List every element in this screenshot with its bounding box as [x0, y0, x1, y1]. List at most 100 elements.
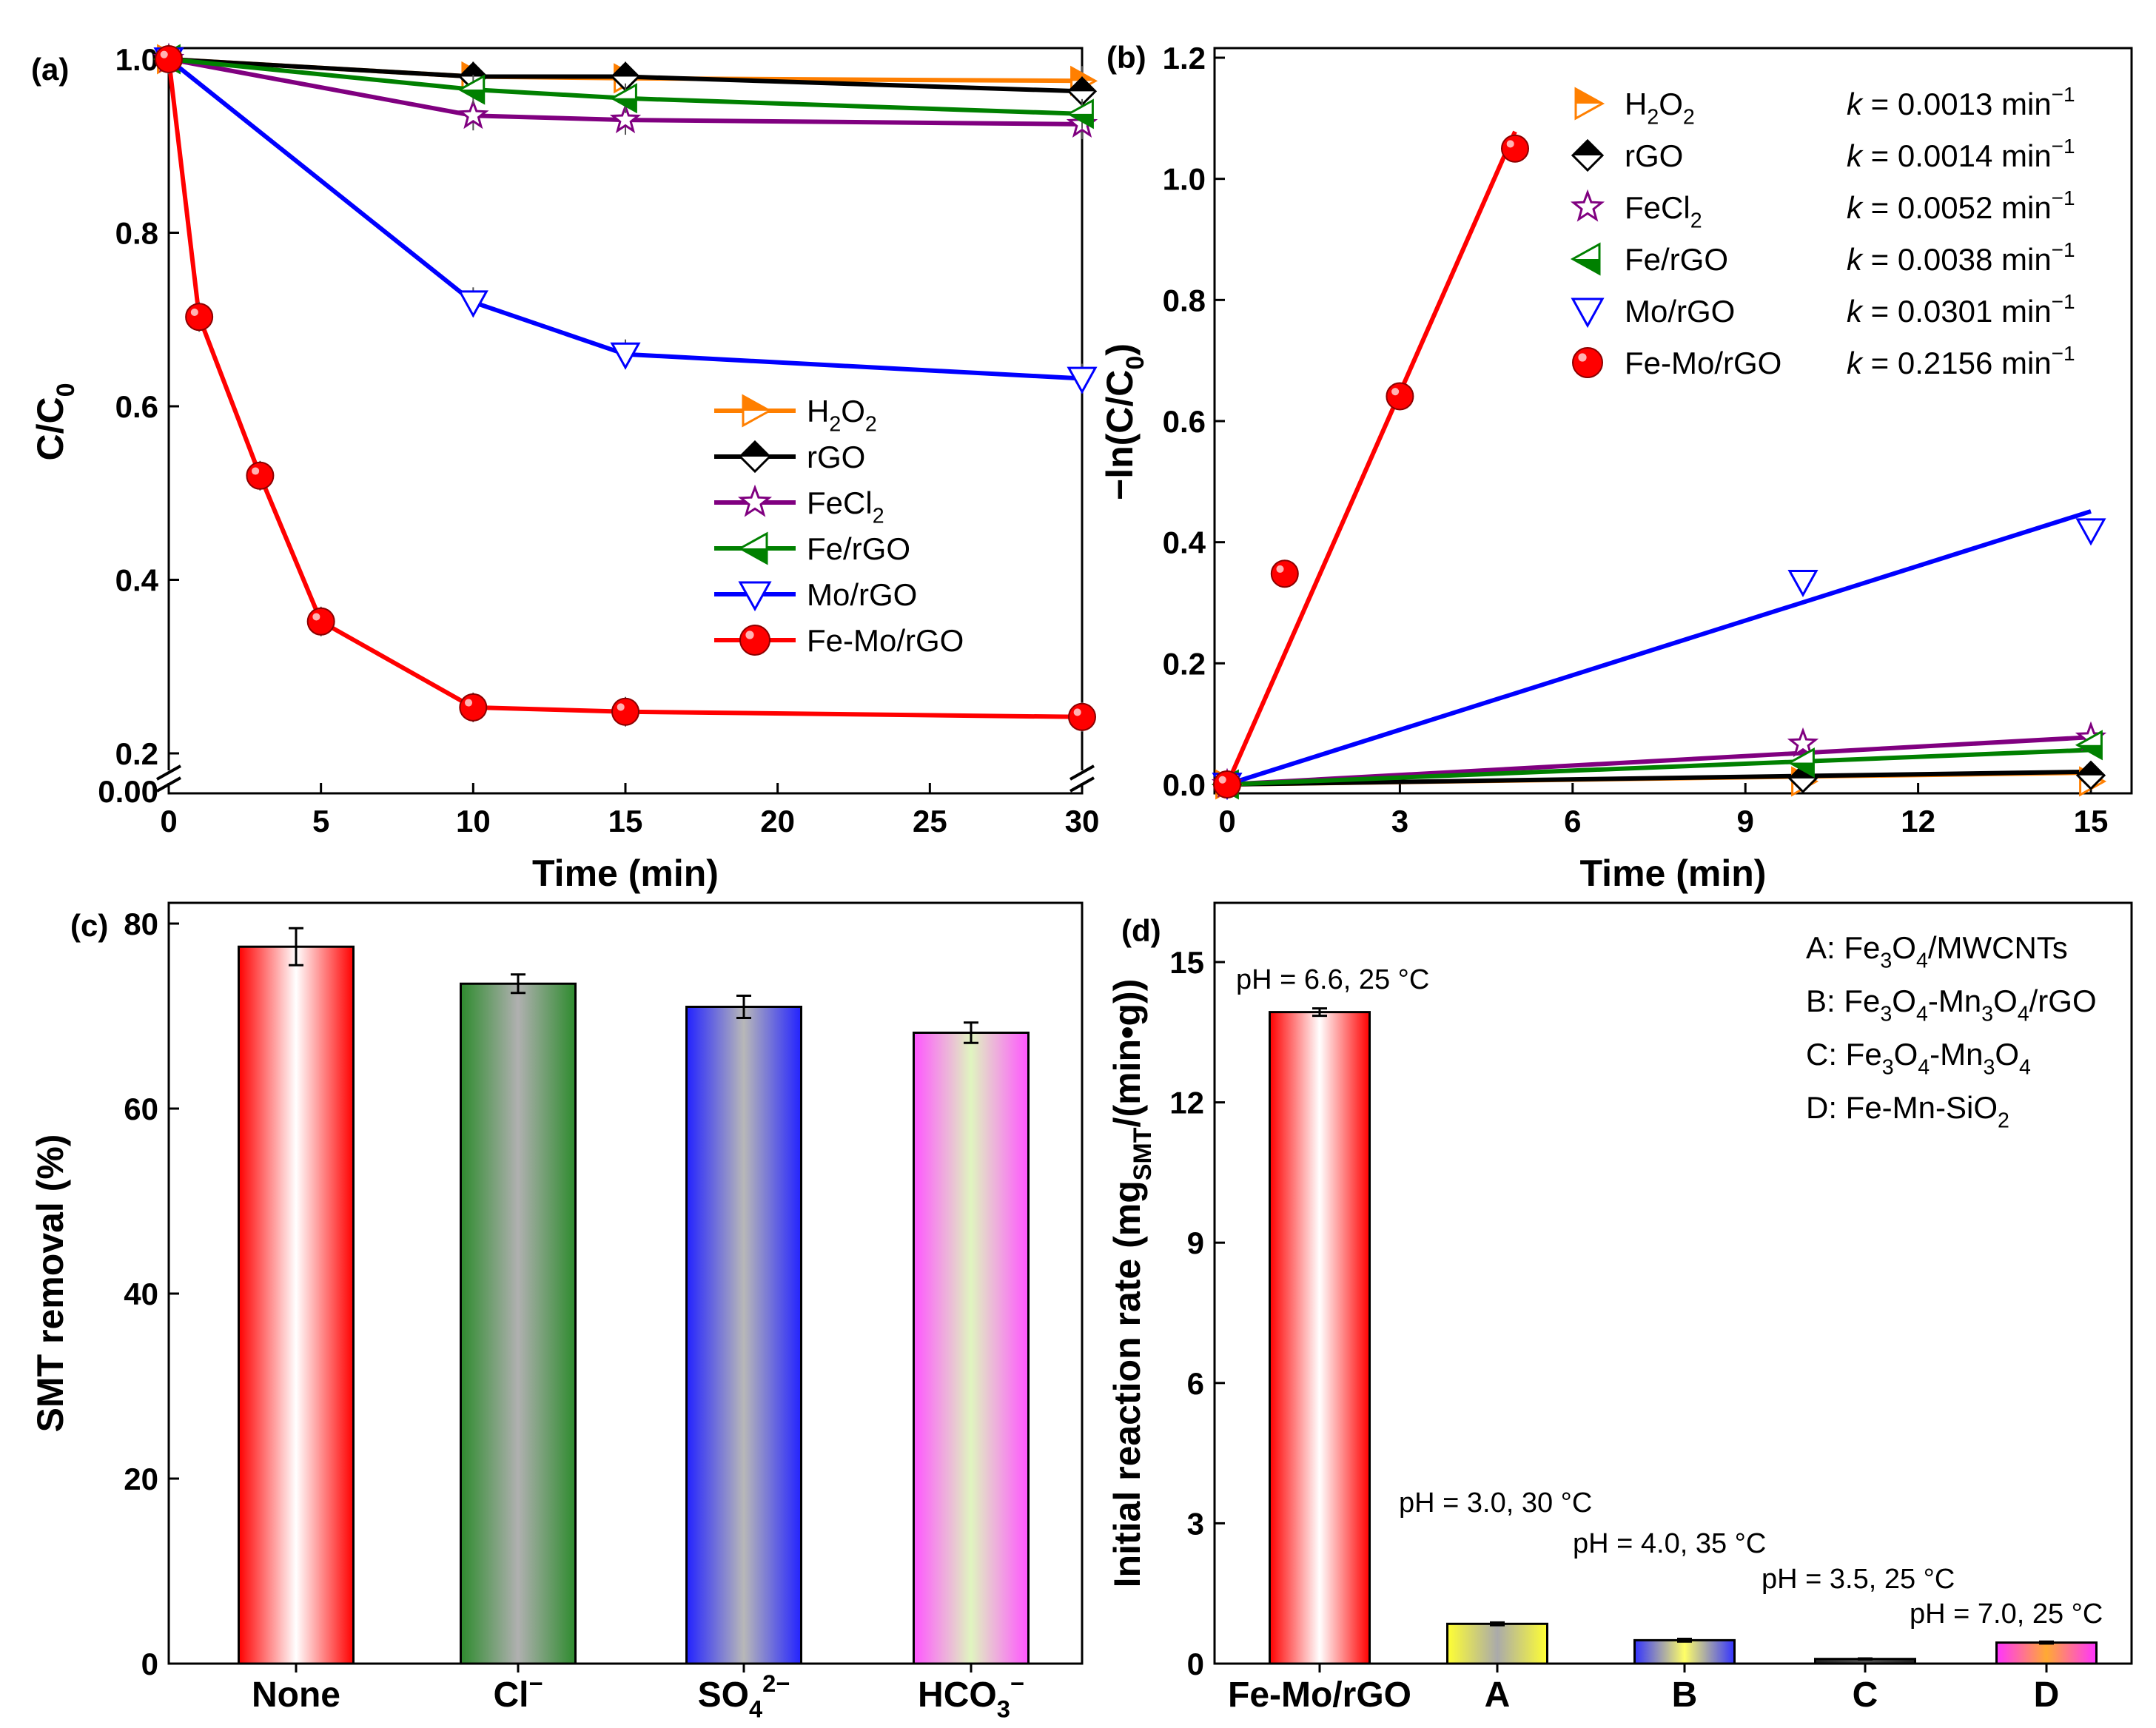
x-tick-label: None: [252, 1675, 340, 1715]
legend-label-part: H: [807, 394, 829, 428]
y-tick-label: 0: [1187, 1647, 1204, 1681]
legend-marker: [1572, 347, 1603, 378]
panel-label: (b): [1106, 40, 1146, 75]
x-tick-label-part: −: [528, 1670, 543, 1697]
catalyst-legend-entry-part: 3: [1983, 1056, 1995, 1080]
catalyst-legend-entry: A: Fe3O4/MWCNTs: [1806, 930, 2068, 973]
y-tick-label: 6: [1187, 1366, 1204, 1401]
k-symbol: k: [1847, 190, 1864, 225]
fit-line-Fe-Mo/rGO: [1225, 130, 1517, 786]
x-tick-label: Cl−: [493, 1670, 543, 1715]
bar: [1995, 1641, 2098, 1665]
legend-marker-fill: [740, 548, 767, 563]
series-line-Fe-Mo/rGO: [167, 58, 1083, 719]
x-tick-label: 0: [160, 804, 177, 838]
x-tick-label-part: 2−: [762, 1670, 790, 1697]
x-tick-label: 0: [1218, 804, 1235, 838]
x-tick-label: 25: [913, 804, 947, 838]
catalyst-legend-entry-part: O: [1995, 1037, 2019, 1072]
data-point-Fe-Mo/rGO-highlight: [1391, 388, 1400, 396]
legend-marker-fill: [1576, 89, 1602, 104]
panel-label: (a): [31, 52, 69, 87]
y-tick-label: 0.8: [115, 216, 158, 251]
data-point-FeCl2: [609, 103, 642, 134]
data-point-Fe-Mo/rGO-highlight: [464, 699, 473, 707]
rate-constant-label: k = 0.0052 min−1: [1847, 186, 2075, 225]
data-point-Fe-Mo/rGO: [459, 693, 488, 722]
k-unit-sup: −1: [2052, 290, 2075, 313]
bar: [460, 982, 577, 1665]
k-symbol: k: [1847, 294, 1864, 329]
x-tick-label: C: [1853, 1675, 1878, 1715]
catalyst-legend-entry-part: /MWCNTs: [1928, 930, 2068, 965]
legend-label-part: 2: [1647, 106, 1659, 130]
legend-label-part: FeCl: [807, 485, 873, 520]
x-tick-label-part: −: [1010, 1670, 1024, 1697]
series-line-FeCl2: [168, 57, 1083, 127]
x-tick-label-part: 4: [749, 1695, 762, 1722]
catalyst-legend-entry-part: 2: [1998, 1109, 2009, 1133]
legend-label: Mo/rGO: [807, 577, 917, 612]
x-tick-label-part: 3: [997, 1695, 1010, 1722]
catalyst-legend-entry-part: D: Fe-Mn-SiO: [1806, 1090, 1998, 1125]
y-tick-label: 60: [124, 1092, 158, 1126]
panel-label: (d): [1121, 913, 1161, 948]
y-axis-label-part: Initial reaction rate (mg: [1106, 1180, 1148, 1587]
data-point-rGO-fill: [1069, 78, 1095, 92]
legend-label: rGO: [807, 440, 865, 474]
x-tick-label: D: [2034, 1675, 2060, 1715]
legend-label: FeCl2: [807, 485, 884, 528]
legend-marker: [1571, 297, 1605, 329]
legend-label: Fe-Mo/rGO: [1625, 346, 1781, 380]
legend-label-part: 2: [873, 505, 884, 528]
y-tick-label: 20: [124, 1462, 158, 1496]
x-tick-label: 15: [2074, 804, 2109, 838]
x-tick-label: SO42−: [698, 1670, 790, 1723]
k-value: = 0.0014 min: [1862, 138, 2052, 173]
k-unit-sup: −1: [2052, 342, 2075, 365]
y-axis-label-part: ): [1099, 343, 1141, 356]
plot-frame: [167, 901, 1084, 1665]
y-tick-label: 1.0: [115, 42, 158, 77]
y-tick-label: 0.4: [1163, 525, 1206, 560]
x-tick-label-part: SO: [698, 1675, 749, 1715]
catalyst-legend-entry: D: Fe-Mn-SiO2: [1806, 1090, 2009, 1133]
catalyst-legend-entry: C: Fe3O4-Mn3O4: [1806, 1037, 2031, 1080]
legend-marker-fill: [743, 396, 770, 411]
y-tick-label: 0.8: [1163, 283, 1206, 317]
y-axis-label: C/C0: [30, 383, 80, 460]
x-tick-label: 6: [1564, 804, 1581, 838]
y-axis-label: SMT removal (%): [30, 1134, 71, 1433]
x-tick-label: HCO3−: [918, 1670, 1024, 1723]
catalyst-legend-entry-part: 4: [1916, 949, 1928, 973]
x-tick-label: 5: [312, 804, 329, 838]
series-line-Mo/rGO: [167, 57, 1083, 381]
x-tick-label: 20: [760, 804, 795, 838]
data-point-Fe-Mo/rGO: [1213, 770, 1241, 799]
rate-constant-label: k = 0.0038 min−1: [1847, 238, 2075, 277]
legend-label-part: Fe/rGO: [1625, 242, 1728, 277]
data-point-Fe/rGO-fill: [2078, 744, 2102, 759]
series-line-rGO: [168, 57, 1083, 94]
data-point-Fe-Mo/rGO: [155, 45, 183, 73]
data-point-Mo/rGO: [1787, 569, 1819, 597]
legend-label-part: Fe/rGO: [807, 531, 910, 566]
condition-label: pH = 7.0, 25 °C: [1910, 1598, 2103, 1630]
y-tick-label: 0: [141, 1647, 158, 1681]
y-tick-label: 80: [124, 907, 158, 941]
catalyst-legend-entry-part: -Mn: [1928, 984, 1981, 1018]
data-point-Fe-Mo/rGO-highlight: [160, 50, 168, 58]
catalyst-legend-entry-part: C: Fe: [1806, 1037, 1882, 1072]
x-tick-label: 3: [1391, 804, 1408, 838]
panel-d: 0 3 6 9 12 15 Initial reaction rate (mgSMT/(mi…: [1106, 901, 2133, 1715]
y-tick-label: 0.0: [1163, 767, 1206, 802]
x-axis-label: Time (min): [532, 853, 719, 894]
k-unit-sup: −1: [2052, 186, 2075, 209]
y-break-label: 0.00: [98, 774, 158, 809]
data-point-Fe-Mo/rGO-highlight: [1506, 140, 1514, 148]
catalyst-legend-entry-part: O: [1892, 984, 1916, 1018]
series-line-Fe/rGO: [168, 57, 1083, 116]
condition-label: pH = 3.5, 25 °C: [1762, 1564, 1955, 1595]
legend-label: FeCl2: [1625, 190, 1702, 233]
legend-label: Mo/rGO: [1625, 294, 1735, 329]
